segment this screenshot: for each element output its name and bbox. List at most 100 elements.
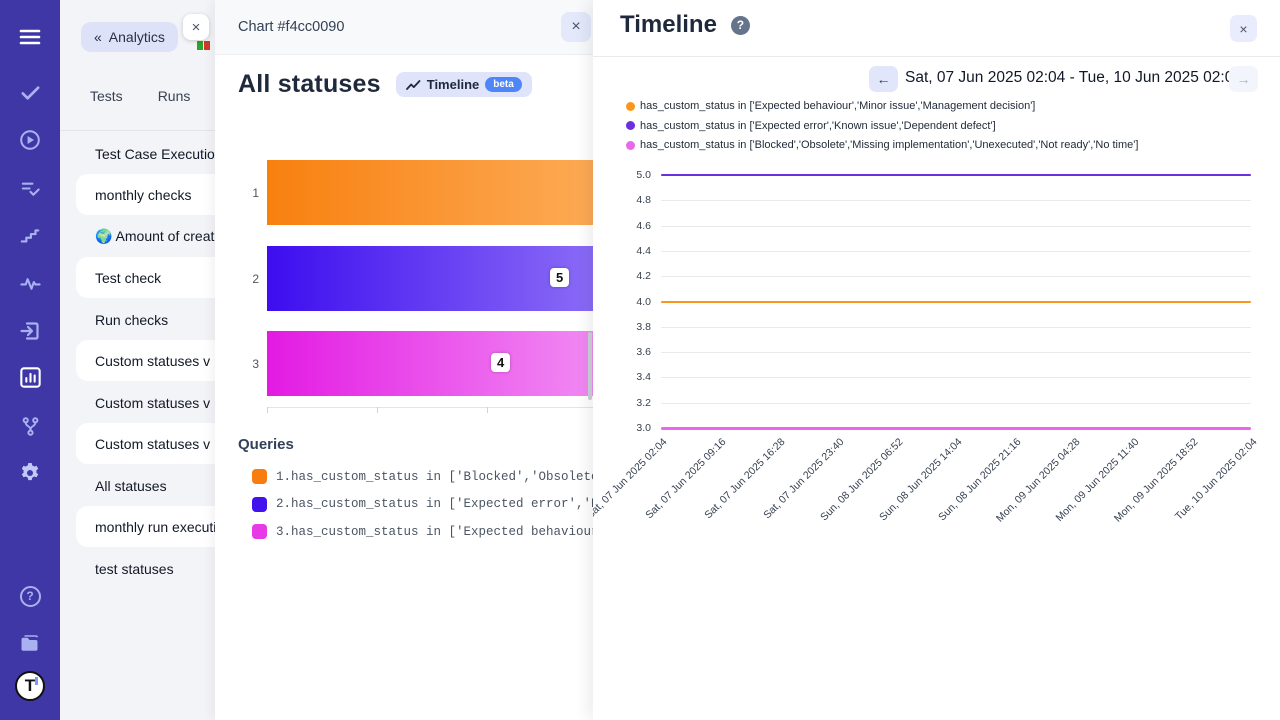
- divider: [593, 56, 1280, 57]
- list-item[interactable]: Test check: [76, 257, 215, 298]
- favicon-square: [197, 41, 203, 50]
- list-item[interactable]: 🌍 Amount of created: [95, 228, 215, 244]
- gear-icon[interactable]: [0, 459, 60, 487]
- list-item[interactable]: All statuses: [95, 477, 167, 494]
- legend-label: has_custom_status in ['Expected behaviou…: [640, 100, 1036, 112]
- chart-close-button[interactable]: ×: [561, 12, 591, 42]
- y-axis-label: 4.0: [636, 295, 651, 308]
- help-icon[interactable]: ?: [0, 582, 60, 610]
- legend-dot: [626, 101, 635, 111]
- close-icon: ×: [191, 18, 201, 36]
- list-item[interactable]: Run checks: [95, 311, 169, 328]
- bar-chart-axis: [267, 407, 593, 408]
- query-item: 3.has_custom_status in ['Expected behavi…: [252, 524, 593, 539]
- steps-icon[interactable]: [0, 221, 60, 249]
- bar[interactable]: [267, 160, 593, 225]
- timeline-panel: Timeline ? × ← Sat, 07 Jun 2025 02:04 - …: [593, 0, 1280, 720]
- gridline: [661, 326, 1251, 328]
- x-axis-label: Sun, 08 Jun 2025 14:04: [877, 436, 965, 524]
- list-item[interactable]: monthly checks: [76, 174, 215, 215]
- bar-chart-row: 1: [215, 160, 593, 225]
- date-navigation: ← Sat, 07 Jun 2025 02:04 - Tue, 10 Jun 2…: [593, 66, 1263, 93]
- bar-category-label: 3: [252, 356, 259, 371]
- gridline: [661, 377, 1251, 379]
- list-item[interactable]: monthly run execution: [76, 506, 215, 547]
- x-axis-label: Tue, 10 Jun 2025 02:04: [1172, 436, 1260, 523]
- bar[interactable]: [267, 331, 593, 396]
- list-item[interactable]: test statuses: [95, 560, 174, 577]
- bar-chart-icon[interactable]: [0, 363, 60, 391]
- query-item: 2.has_custom_status in ['Expected error'…: [252, 496, 593, 512]
- beta-pill: beta: [485, 77, 522, 92]
- legend-item: has_custom_status in ['Expected behaviou…: [626, 99, 1035, 113]
- legend-label: has_custom_status in ['Blocked','Obsolet…: [640, 139, 1139, 151]
- gridline: [661, 225, 1251, 227]
- prev-range-button[interactable]: ←: [869, 66, 898, 92]
- folder-icon[interactable]: [0, 629, 60, 657]
- x-axis-label: Sat, 07 Jun 2025 16:28: [702, 436, 788, 522]
- x-axis-label: Mon, 09 Jun 2025 04:28: [993, 436, 1083, 525]
- branch-icon[interactable]: [0, 412, 60, 440]
- y-axis-label: 3.4: [636, 371, 651, 384]
- bar-category-label: 2: [252, 271, 259, 286]
- query-label: 2.has_custom_status in ['Expected error'…: [276, 497, 593, 511]
- y-axis-label: 3.8: [636, 320, 651, 333]
- legend-dot: [626, 121, 635, 130]
- x-axis-label: Mon, 09 Jun 2025 18:52: [1111, 436, 1201, 525]
- y-axis-label: 4.4: [636, 244, 651, 257]
- tab-runs[interactable]: Runs: [157, 88, 191, 104]
- chart-panel-header: Chart #f4cc0090 ×: [215, 0, 593, 55]
- list-item[interactable]: Custom statuses v: [76, 423, 215, 464]
- y-axis-label: 3.0: [636, 422, 651, 434]
- close-icon: ×: [571, 18, 581, 35]
- timeline-header: Timeline ?: [620, 11, 750, 39]
- scrollbar-thumb[interactable]: [588, 332, 592, 400]
- list-item[interactable]: Test Case Execution: [95, 145, 215, 162]
- timeline-badge-button[interactable]: Timeline beta: [395, 72, 532, 97]
- list-check-icon[interactable]: [0, 174, 60, 202]
- logo-icon[interactable]: T: [0, 671, 60, 701]
- menu-icon[interactable]: [0, 23, 60, 51]
- query-color-swatch: [252, 496, 267, 512]
- gridline: [661, 250, 1251, 252]
- x-axis-label: Sun, 08 Jun 2025 21:16: [936, 436, 1024, 524]
- analytics-back-label: Analytics: [108, 29, 165, 45]
- tab-favicon: [197, 41, 210, 50]
- analytics-back-button[interactable]: « Analytics: [81, 22, 178, 52]
- close-icon: ×: [1239, 20, 1248, 37]
- list-item[interactable]: Custom statuses v: [95, 394, 211, 411]
- check-icon[interactable]: [0, 78, 60, 106]
- play-icon[interactable]: [0, 126, 60, 154]
- query-item: 1.has_custom_status in ['Blocked','Obsol…: [252, 469, 593, 484]
- axis-tick: [267, 407, 268, 413]
- axis-tick: [377, 407, 378, 413]
- legend-label: has_custom_status in ['Expected error','…: [640, 119, 996, 132]
- arrow-left-icon: ←: [876, 71, 891, 87]
- x-axis-label: Mon, 09 Jun 2025 11:40: [1053, 436, 1142, 525]
- gridline: [661, 276, 1251, 278]
- app-sidebar: ? T: [0, 0, 60, 720]
- favicon-square: [204, 41, 210, 50]
- help-icon[interactable]: ?: [730, 15, 750, 35]
- date-range-label: Sat, 07 Jun 2025 02:04 - Tue, 10 Jun 202…: [905, 69, 1242, 86]
- y-axis-label: 3.6: [636, 346, 651, 359]
- legend-item: has_custom_status in ['Expected error','…: [626, 119, 996, 133]
- series-line: [661, 300, 1251, 303]
- timeline-title: Timeline: [620, 11, 717, 38]
- analytics-tabs: Tests Runs: [60, 88, 215, 104]
- x-axis-label: Sat, 07 Jun 2025 09:16: [643, 436, 729, 522]
- chart-heading: All statuses: [238, 70, 381, 98]
- import-icon[interactable]: [0, 317, 60, 345]
- queries-heading: Queries: [238, 436, 294, 453]
- query-color-swatch: [252, 469, 267, 484]
- timeline-close-button[interactable]: ×: [1230, 15, 1257, 42]
- tab-tests[interactable]: Tests: [90, 88, 123, 104]
- activity-icon[interactable]: [0, 269, 60, 297]
- analytics-close-button[interactable]: ×: [183, 14, 209, 40]
- legend-dot: [626, 140, 635, 150]
- next-range-button[interactable]: →: [1229, 66, 1258, 92]
- list-item[interactable]: Custom statuses v: [76, 340, 215, 381]
- bar[interactable]: [267, 246, 593, 311]
- query-color-swatch: [252, 524, 267, 539]
- legend-item: has_custom_status in ['Blocked','Obsolet…: [626, 138, 1138, 152]
